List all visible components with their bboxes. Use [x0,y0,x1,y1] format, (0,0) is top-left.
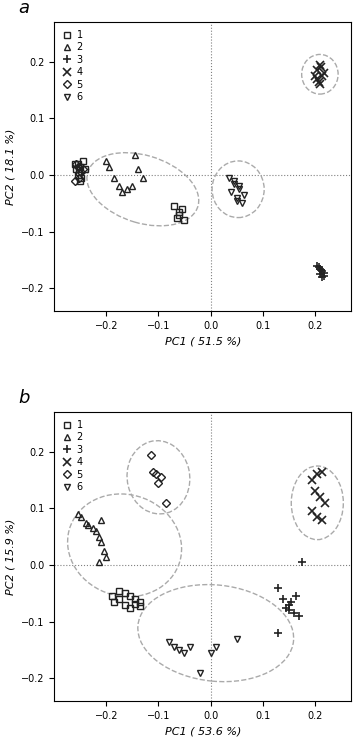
X-axis label: PC1 ( 51.5 %): PC1 ( 51.5 %) [165,337,241,346]
Y-axis label: PC2 ( 18.1 %): PC2 ( 18.1 %) [5,128,16,204]
Legend: 1, 2, 3, 4, 5, 6: 1, 2, 3, 4, 5, 6 [59,27,86,105]
X-axis label: PC1 ( 53.6 %): PC1 ( 53.6 %) [165,726,241,737]
Text: a: a [19,0,30,17]
Y-axis label: PC2 ( 15.9 %): PC2 ( 15.9 %) [5,519,16,595]
Text: b: b [19,389,30,407]
Legend: 1, 2, 3, 4, 5, 6: 1, 2, 3, 4, 5, 6 [59,417,86,495]
